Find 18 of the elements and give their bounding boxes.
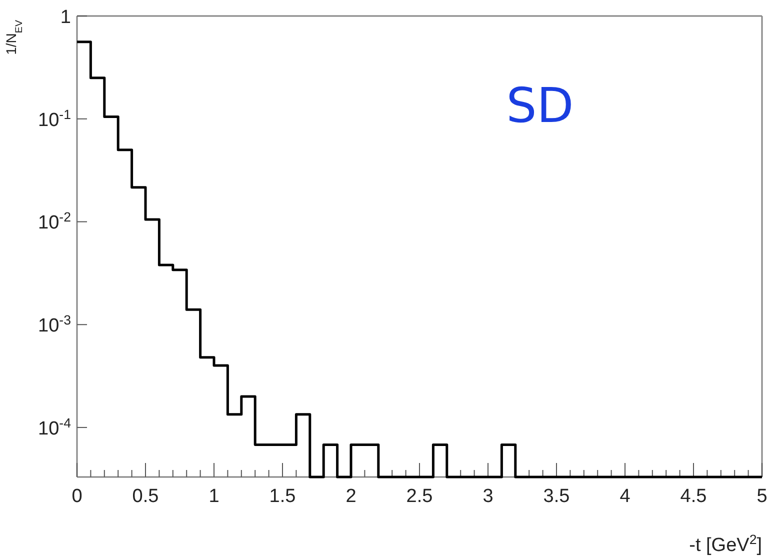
x-tick-label: 0.5 xyxy=(132,486,159,507)
x-tick-label: 3 xyxy=(482,486,494,507)
y-tick-label: 1 xyxy=(60,7,71,28)
annotation: SD xyxy=(506,78,574,134)
y-tick-label: 10$^{-3}$ xyxy=(38,312,71,337)
x-tick-label: 1 xyxy=(208,486,220,507)
x-axis-title: -t [GeV$^{2}$] xyxy=(689,532,762,556)
x-tick-label: 1.5 xyxy=(269,486,296,507)
x-tick-label: 2 xyxy=(346,486,356,507)
x-tick-label: 3.5 xyxy=(543,486,570,507)
x-tick-label: 4.5 xyxy=(680,486,707,507)
x-tick-label: 2.5 xyxy=(406,486,433,507)
x-tick-label: 0 xyxy=(72,486,82,507)
y-tick-label: 10$^{-2}$ xyxy=(38,209,71,234)
y-tick-label: 10$^{-4}$ xyxy=(38,414,71,440)
y-tick-label: 10$^{-1}$ xyxy=(38,106,71,131)
x-tick-label: 5 xyxy=(756,486,768,507)
x-tick-label: 4 xyxy=(620,486,631,507)
